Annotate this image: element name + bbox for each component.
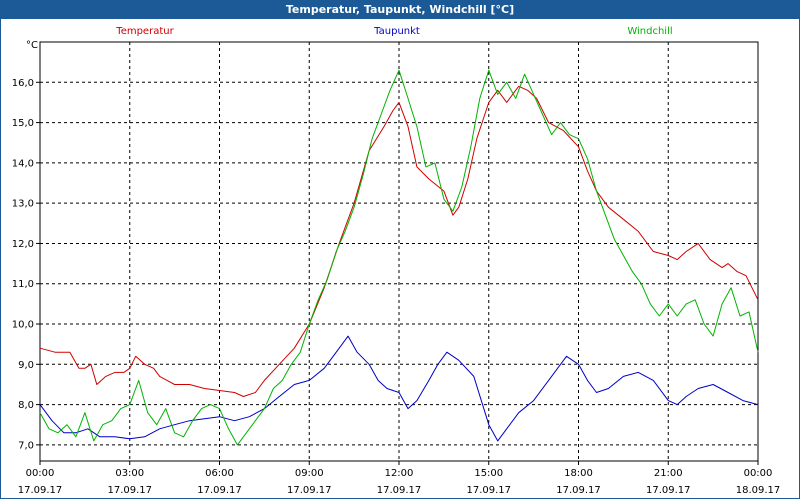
x-tick-date-label: 17.09.17 bbox=[377, 485, 422, 496]
series-line-windchill bbox=[39, 69, 759, 446]
y-unit-label: °C bbox=[26, 40, 38, 51]
y-tick-label: 10,0 bbox=[12, 320, 34, 331]
legend-taupunkt: Taupunkt bbox=[373, 26, 420, 37]
y-tick-label: 9,0 bbox=[18, 360, 34, 371]
y-tick-label: 14,0 bbox=[12, 158, 34, 169]
y-tick-label: 11,0 bbox=[12, 279, 34, 290]
x-tick-time-label: 12:00 bbox=[385, 468, 414, 479]
x-tick-date-label: 17.09.17 bbox=[107, 485, 152, 496]
x-tick-time-label: 09:00 bbox=[295, 468, 324, 479]
legend-windchill: Windchill bbox=[627, 26, 672, 37]
legend-temperatur: Temperatur bbox=[115, 26, 174, 37]
y-tick-label: 13,0 bbox=[12, 199, 34, 210]
x-tick-time-label: 03:00 bbox=[115, 468, 144, 479]
x-tick-date-label: 17.09.17 bbox=[646, 485, 691, 496]
x-tick-date-label: 17.09.17 bbox=[197, 485, 242, 496]
grid bbox=[40, 42, 758, 461]
y-tick-label: 12,0 bbox=[12, 239, 34, 250]
x-tick-date-label: 17.09.17 bbox=[287, 485, 332, 496]
x-tick-date-label: 18.09.17 bbox=[736, 485, 781, 496]
y-axis: 7,0 8,0 9,0 10,0 11,0 12,0 13,0 14,0 15,0 16,0 bbox=[12, 78, 40, 451]
y-tick-label: 15,0 bbox=[12, 118, 34, 129]
x-tick-date-label: 17.09.17 bbox=[556, 485, 601, 496]
x-tick-time-label: 15:00 bbox=[474, 468, 503, 479]
x-tick-time-label: 06:00 bbox=[205, 468, 234, 479]
series-lines bbox=[39, 69, 759, 446]
series-line-taupunkt bbox=[39, 335, 759, 442]
y-tick-label: 7,0 bbox=[18, 440, 34, 451]
x-tick-date-label: 17.09.17 bbox=[466, 485, 511, 496]
chart-window-title: Temperatur, Taupunkt, Windchill [°C] bbox=[0, 0, 800, 19]
y-tick-label: 8,0 bbox=[18, 400, 34, 411]
x-tick-time-label: 00:00 bbox=[744, 468, 773, 479]
x-tick-time-label: 18:00 bbox=[564, 468, 593, 479]
x-tick-time-label: 00:00 bbox=[26, 468, 55, 479]
series-line-temperatur bbox=[39, 85, 759, 397]
x-tick-time-label: 21:00 bbox=[654, 468, 683, 479]
x-axis: 00:00 17.09.17 03:00 17.09.17 06:00 17.09.17 0… bbox=[18, 461, 781, 496]
x-tick-date-label: 17.09.17 bbox=[18, 485, 63, 496]
y-tick-label: 16,0 bbox=[12, 78, 34, 89]
